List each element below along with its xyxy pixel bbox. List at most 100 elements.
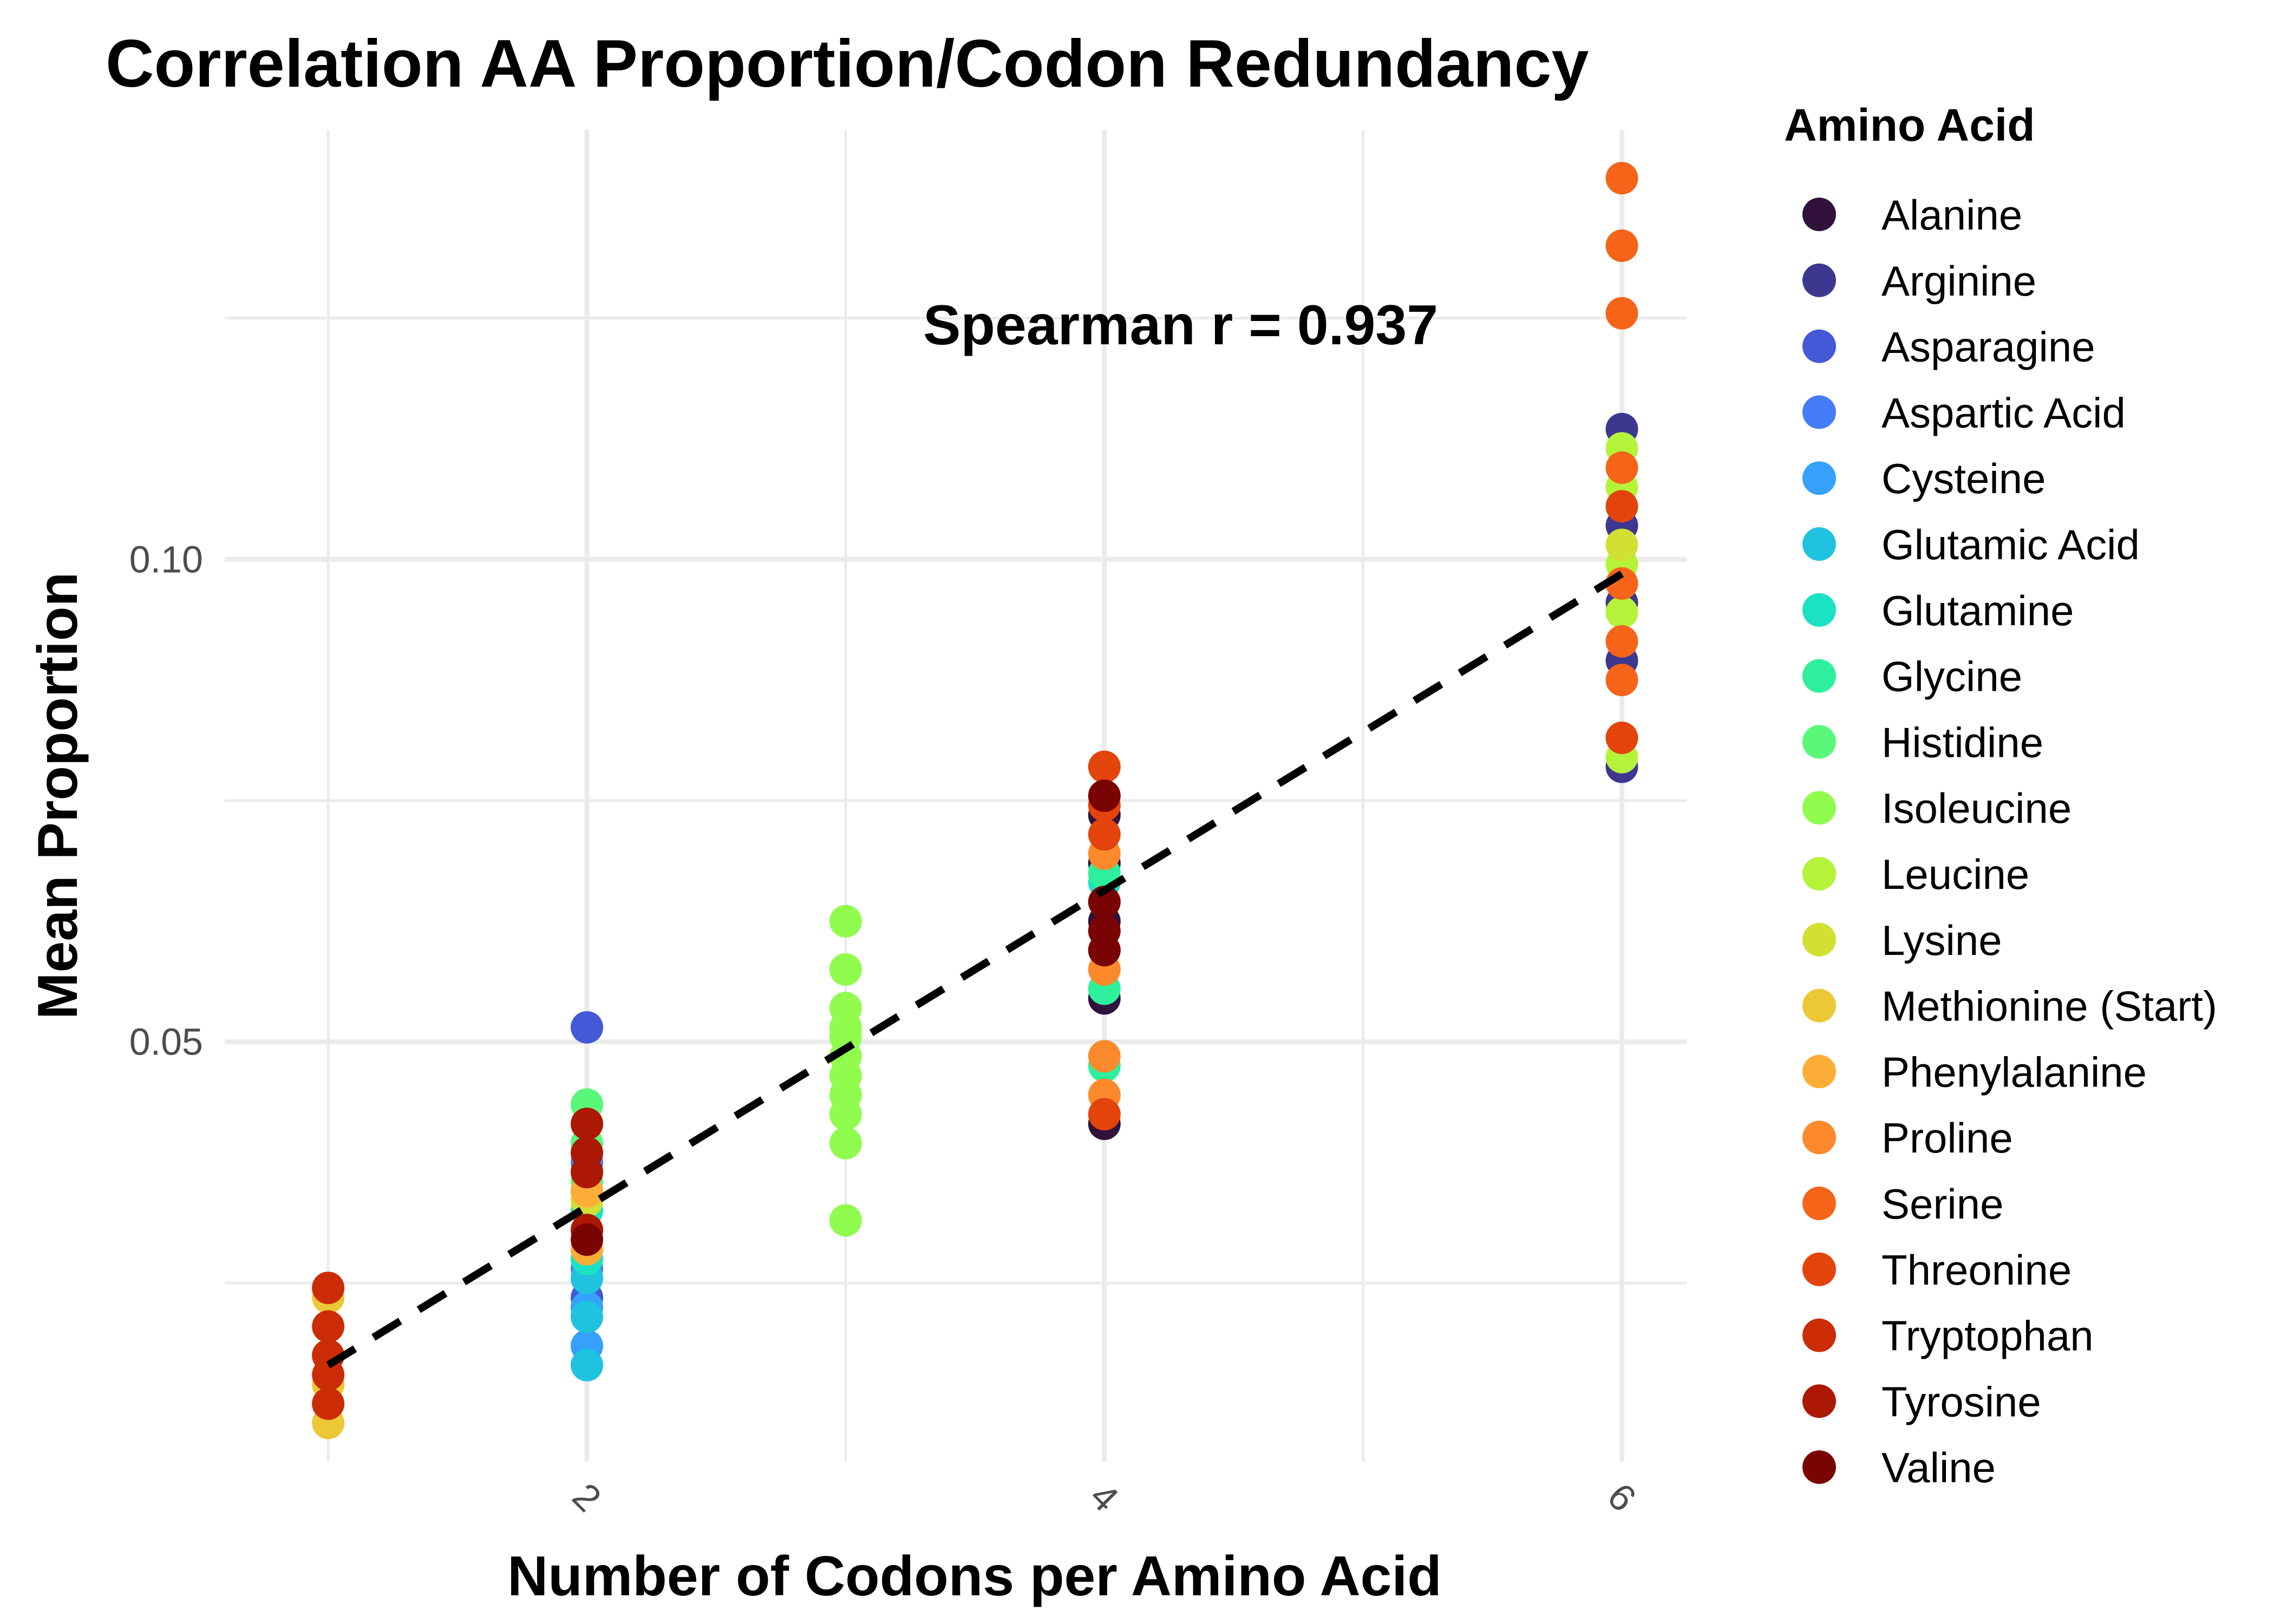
legend-swatch xyxy=(1802,988,1836,1023)
legend-swatch xyxy=(1802,725,1836,759)
legend-item: Threonine xyxy=(1802,1246,2072,1294)
data-point xyxy=(829,953,862,986)
data-point xyxy=(1088,818,1121,851)
legend-item: Proline xyxy=(1802,1114,2013,1162)
x-tick-label: 6 xyxy=(1599,1475,1644,1520)
legend-label: Cysteine xyxy=(1881,455,2046,502)
chart-title: Correlation AA Proportion/Codon Redundan… xyxy=(106,27,1589,101)
legend-swatch xyxy=(1802,1252,1836,1286)
trend-layer xyxy=(326,571,1624,1368)
legend-label: Alanine xyxy=(1881,191,2022,239)
legend-label: Glutamine xyxy=(1881,587,2074,634)
legend-swatch xyxy=(1802,329,1836,363)
legend-item: Phenylalanine xyxy=(1802,1048,2147,1096)
legend: Amino Acid Alanine Arginine Asparagine Aspa… xyxy=(1784,100,2217,1491)
legend-items: Alanine Arginine Asparagine Aspartic Acid Cy… xyxy=(1802,191,2217,1491)
legend-item: Isoleucine xyxy=(1802,784,2072,832)
legend-item: Valine xyxy=(1802,1444,1996,1491)
legend-item: Glutamine xyxy=(1802,587,2074,634)
legend-swatch xyxy=(1802,857,1836,890)
data-point xyxy=(571,1136,604,1169)
data-point xyxy=(571,1011,604,1044)
data-point xyxy=(571,1300,604,1333)
data-point xyxy=(1088,780,1121,812)
legend-item: Cysteine xyxy=(1802,455,2046,502)
legend-swatch xyxy=(1802,1318,1836,1352)
legend-title: Amino Acid xyxy=(1784,100,2035,150)
y-axis-title: Mean Proportion xyxy=(27,572,89,1019)
legend-label: Phenylalanine xyxy=(1881,1048,2147,1096)
legend-swatch xyxy=(1802,1384,1836,1418)
legend-swatch xyxy=(1802,659,1836,693)
data-point xyxy=(312,1387,345,1420)
legend-item: Lysine xyxy=(1802,916,2002,964)
legend-label: Methionine (Start) xyxy=(1881,983,2217,1030)
data-point xyxy=(1605,596,1638,629)
data-point xyxy=(312,1272,345,1305)
data-point xyxy=(1088,750,1121,783)
legend-item: Glycine xyxy=(1802,653,2022,700)
data-point xyxy=(571,1348,604,1381)
legend-label: Valine xyxy=(1881,1444,1996,1491)
data-point xyxy=(1088,914,1121,947)
legend-label: Leucine xyxy=(1881,850,2029,898)
data-point xyxy=(1088,1040,1121,1073)
data-point xyxy=(312,1310,345,1343)
legend-item: Serine xyxy=(1802,1180,2003,1228)
trend-line xyxy=(326,571,1624,1368)
legend-item: Histidine xyxy=(1802,718,2043,766)
data-point xyxy=(1605,490,1638,523)
data-point xyxy=(571,1108,604,1141)
x-axis-title: Number of Codons per Amino Acid xyxy=(507,1545,1442,1608)
legend-label: Lysine xyxy=(1881,916,2002,964)
spearman-annotation: Spearman r = 0.937 xyxy=(923,294,1438,357)
y-axis-ticks: 0.05 0.10 xyxy=(129,538,203,1063)
data-point xyxy=(1605,162,1638,195)
points-layer xyxy=(312,162,1638,1439)
legend-swatch xyxy=(1802,593,1836,627)
legend-label: Histidine xyxy=(1881,718,2043,766)
legend-swatch xyxy=(1802,198,1836,231)
data-point xyxy=(1088,886,1121,919)
legend-item: Leucine xyxy=(1802,850,2029,898)
data-point xyxy=(1605,528,1638,561)
legend-label: Glycine xyxy=(1881,653,2022,700)
data-point xyxy=(829,1204,862,1237)
data-point xyxy=(1605,664,1638,697)
legend-item: Glutamic Acid xyxy=(1802,521,2140,568)
legend-label: Tyrosine xyxy=(1881,1378,2041,1425)
data-point xyxy=(1605,722,1638,755)
legend-label: Aspartic Acid xyxy=(1881,389,2126,436)
x-axis-ticks: 2 4 6 xyxy=(565,1475,1644,1520)
data-point xyxy=(1088,1098,1121,1131)
y-tick-label: 0.05 xyxy=(129,1021,203,1063)
legend-item: Tryptophan xyxy=(1802,1312,2094,1360)
legend-item: Arginine xyxy=(1802,257,2036,305)
legend-swatch xyxy=(1802,922,1836,957)
data-point xyxy=(1605,229,1638,262)
x-tick-label: 2 xyxy=(565,1475,610,1520)
legend-label: Serine xyxy=(1881,1180,2003,1228)
legend-label: Arginine xyxy=(1881,257,2036,305)
legend-swatch xyxy=(1802,1055,1836,1089)
legend-item: Alanine xyxy=(1802,191,2022,239)
legend-item: Methionine (Start) xyxy=(1802,983,2217,1030)
legend-label: Asparagine xyxy=(1881,323,2095,371)
data-point xyxy=(829,1127,862,1160)
legend-swatch xyxy=(1802,461,1836,495)
legend-label: Glutamic Acid xyxy=(1881,521,2140,568)
legend-item: Asparagine xyxy=(1802,323,2095,371)
legend-label: Tryptophan xyxy=(1881,1312,2094,1360)
legend-swatch xyxy=(1802,1187,1836,1220)
legend-label: Proline xyxy=(1881,1114,2013,1162)
legend-item: Aspartic Acid xyxy=(1802,389,2126,436)
legend-swatch xyxy=(1802,1450,1836,1484)
data-point xyxy=(1605,297,1638,330)
y-tick-label: 0.10 xyxy=(129,538,203,580)
legend-swatch xyxy=(1802,527,1836,561)
legend-item: Tyrosine xyxy=(1802,1378,2041,1425)
data-point xyxy=(829,992,862,1025)
legend-swatch xyxy=(1802,263,1836,297)
data-point xyxy=(1605,625,1638,658)
legend-label: Isoleucine xyxy=(1881,784,2072,832)
